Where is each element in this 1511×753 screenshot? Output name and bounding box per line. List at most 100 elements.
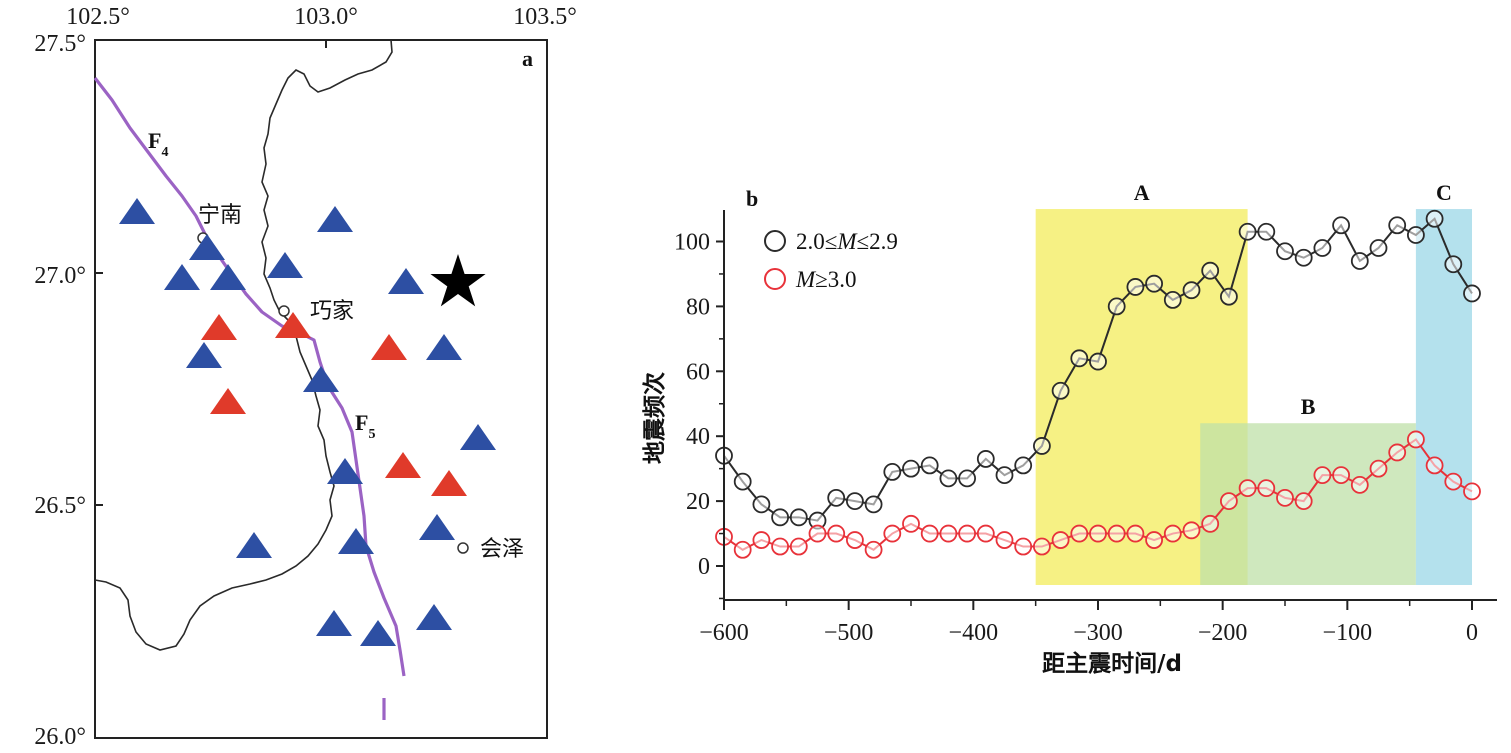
data-point <box>1201 514 1220 533</box>
region-label: A <box>1134 180 1150 205</box>
data-point <box>827 488 846 507</box>
data-point <box>771 537 789 556</box>
station-red-icon <box>201 314 237 340</box>
data-point <box>1014 456 1033 475</box>
data-point <box>808 524 827 543</box>
data-point <box>1014 537 1033 556</box>
station-red-icon <box>275 312 311 338</box>
data-point <box>846 531 864 549</box>
x-tick-label: −300 <box>1073 620 1123 646</box>
data-point <box>1033 537 1051 556</box>
station-blue-icon <box>317 206 353 232</box>
data-point <box>1369 459 1388 478</box>
data-point <box>1276 242 1294 261</box>
data-point <box>789 537 808 556</box>
data-point <box>1145 274 1163 293</box>
y-tick-label: 100 <box>674 230 710 256</box>
data-point <box>1126 524 1145 543</box>
data-point <box>1350 252 1369 270</box>
data-point <box>1332 216 1350 235</box>
station-red-icon <box>431 470 467 496</box>
region-c <box>1415 209 1472 586</box>
data-point <box>1294 248 1313 267</box>
x-tick-label: −400 <box>949 620 999 646</box>
data-point <box>1388 443 1407 462</box>
station-blue-icon <box>119 198 155 224</box>
lat-tick-label: 26.0° <box>34 724 86 750</box>
station-blue-icon <box>388 268 424 294</box>
data-point <box>976 450 995 468</box>
data-point <box>1369 239 1388 257</box>
station-red-icon <box>210 388 246 414</box>
station-blue-icon <box>316 610 352 636</box>
data-point <box>1107 297 1126 316</box>
y-tick-label: 60 <box>686 359 710 385</box>
data-point <box>1089 524 1107 543</box>
data-point <box>864 495 883 514</box>
lon-tick-label: 103.5° <box>513 4 577 30</box>
x-tick-label: −500 <box>824 620 874 646</box>
data-point <box>1407 226 1425 244</box>
station-blue-icon <box>186 342 222 368</box>
data-point <box>1444 255 1463 274</box>
data-point <box>1463 482 1481 501</box>
data-point <box>771 508 789 527</box>
station-blue-icon <box>338 528 374 554</box>
station-blue-icon <box>426 334 462 360</box>
data-point <box>883 524 902 543</box>
data-point <box>1070 524 1089 543</box>
data-point <box>1388 216 1407 235</box>
x-tick-label: −100 <box>1323 620 1373 646</box>
data-point <box>1220 287 1238 306</box>
station-blue-icon <box>460 424 496 450</box>
data-point <box>958 469 976 488</box>
x-tick-label: −600 <box>699 620 749 646</box>
data-point <box>1257 222 1276 241</box>
data-point <box>1070 349 1089 368</box>
station-red-icon <box>371 334 407 360</box>
station-blue-icon <box>236 532 272 558</box>
data-point <box>1033 437 1051 455</box>
station-blue-icon <box>210 264 246 290</box>
data-point <box>920 524 939 543</box>
data-point <box>1182 521 1201 540</box>
data-point <box>995 531 1014 549</box>
legend-marker <box>764 230 786 252</box>
x-axis-title: 距主震时间/d <box>1042 651 1182 677</box>
station-blue-icon <box>267 252 303 278</box>
panel-label-b: b <box>746 186 758 211</box>
lat-tick-label: 26.5° <box>34 493 86 519</box>
station-red-icon <box>385 452 421 478</box>
data-point <box>1332 466 1350 485</box>
data-point <box>827 524 846 543</box>
data-point <box>1294 492 1313 511</box>
y-axis-title: 地震频次 <box>641 372 668 464</box>
map-panel: 102.5° 103.0° 103.5° 27.5° 27.0° 26.5° 2… <box>34 4 576 750</box>
data-point <box>1089 352 1107 371</box>
legend: 2.0≤M≤2.9 M≥3.0 <box>764 229 898 292</box>
data-point <box>846 492 864 511</box>
data-point <box>1313 466 1332 485</box>
data-point <box>864 540 883 559</box>
data-point <box>1182 281 1201 300</box>
station-blue-icon <box>327 458 363 484</box>
region-label: B <box>1301 394 1316 419</box>
fault-label-f4: F4 <box>148 128 168 160</box>
y-tick-label: 40 <box>686 424 710 450</box>
data-point <box>789 508 808 527</box>
lat-tick-label: 27.0° <box>34 263 86 289</box>
data-point <box>1238 222 1257 241</box>
data-point <box>939 469 958 488</box>
data-point <box>1163 291 1182 309</box>
data-point <box>1126 278 1145 296</box>
data-point <box>1463 284 1481 303</box>
data-point <box>1313 239 1332 257</box>
data-point <box>1201 261 1220 280</box>
fault-label-f5: F5 <box>355 410 375 442</box>
data-point <box>1107 524 1126 543</box>
town-label-qiaojia: 巧家 <box>310 299 354 324</box>
panel-label-a: a <box>522 46 533 71</box>
data-point <box>1444 472 1463 491</box>
data-point <box>902 514 920 533</box>
